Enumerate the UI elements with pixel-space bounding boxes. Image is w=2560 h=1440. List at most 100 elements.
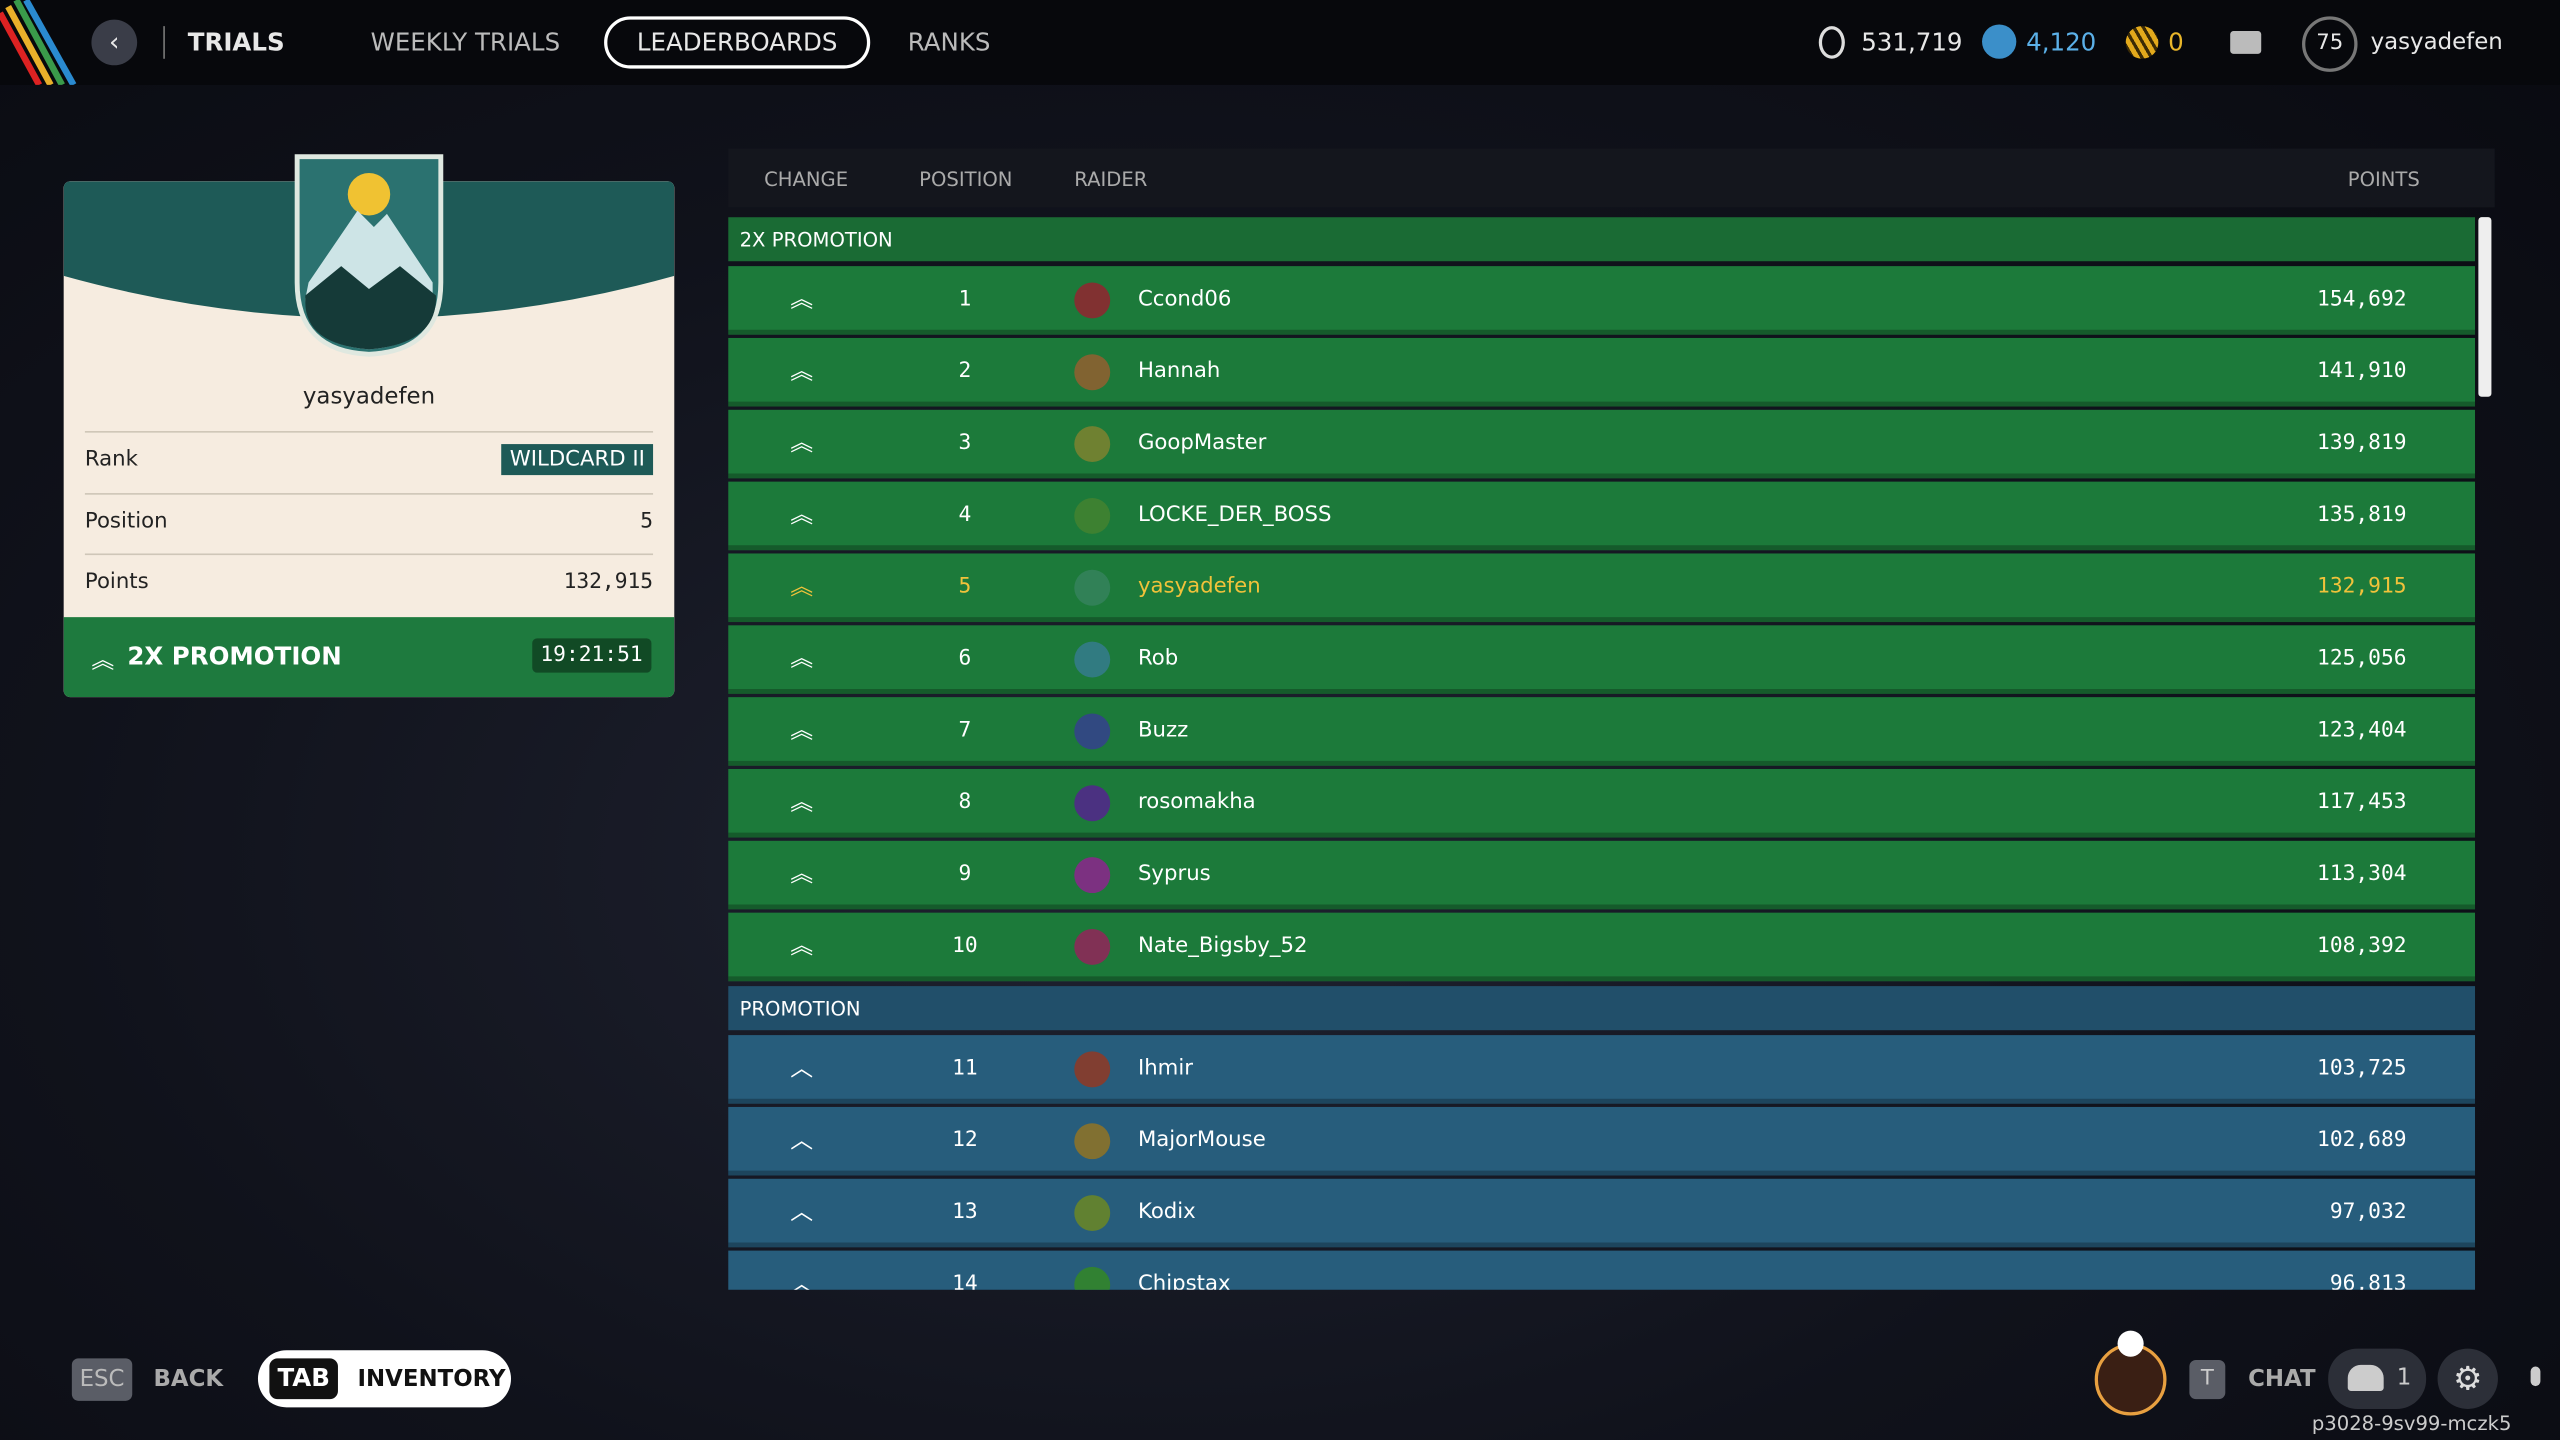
points: 132,915: [2317, 574, 2407, 600]
nav-tab[interactable]: TRIALS: [187, 27, 285, 58]
section-title: 2X PROMOTION: [739, 228, 893, 252]
change-icon: ︽: [790, 933, 814, 960]
avatar: [1074, 282, 1111, 319]
nav-tab[interactable]: WEEKLY TRIALS: [370, 27, 561, 58]
change-icon: ︽: [790, 574, 814, 601]
token-icon: [1982, 24, 2017, 59]
position: 3: [958, 431, 972, 456]
points: 139,819: [2317, 431, 2407, 456]
avatar: [1074, 857, 1111, 894]
change-icon: ︽: [790, 646, 814, 673]
tier-timer: 19:21:51: [532, 638, 651, 673]
points: 141,910: [2317, 359, 2407, 384]
position: 14: [952, 1271, 978, 1290]
username[interactable]: yasyadefen: [2370, 29, 2503, 56]
friends-count: 1: [2396, 1364, 2412, 1392]
position: 8: [958, 790, 972, 815]
avatar: [1074, 569, 1111, 606]
stat-label: Points: [84, 569, 149, 595]
raider-name: GoopMaster: [1137, 431, 1267, 456]
key-hint: TAB: [269, 1358, 338, 1400]
leaderboard-row: ︽ 2 Hannah 141,910: [728, 337, 2476, 407]
nav-tab-active[interactable]: LEADERBOARDS: [604, 16, 871, 69]
leaderboard-row: ︿ 12 MajorMouse 102,689: [728, 1106, 2476, 1176]
leaderboard-row: ︽ 7 Buzz 123,404: [728, 697, 2476, 766]
leaderboard-row: ︿ 11 Ihmir 103,725: [728, 1035, 2476, 1104]
position: 7: [958, 718, 972, 743]
raider-name: rosomakha: [1137, 790, 1256, 815]
position: 13: [952, 1199, 978, 1225]
avatar: [1074, 641, 1111, 678]
raider-name: Rob: [1137, 646, 1179, 672]
friends-icon: [2347, 1364, 2384, 1392]
position: 12: [952, 1128, 978, 1153]
stat-label: Position: [84, 508, 168, 534]
back-button[interactable]: ‹: [91, 19, 138, 66]
inventory-button[interactable]: TAB INVENTORY: [257, 1350, 512, 1408]
position: 9: [958, 862, 972, 887]
back-label[interactable]: BACK: [153, 1366, 224, 1393]
rank-badge: [294, 154, 444, 357]
raider-name: Syprus: [1137, 862, 1211, 887]
position: 5: [958, 574, 972, 600]
raider-name: Buzz: [1137, 718, 1189, 743]
position: 2: [958, 359, 972, 384]
stat-value: 132,915: [563, 569, 654, 595]
avatar: [1074, 785, 1111, 822]
leaderboard-row: ︽ 1 Ccond06 154,692: [728, 266, 2476, 335]
change-icon: ︽: [790, 287, 814, 314]
change-icon: ︽: [790, 718, 814, 745]
position: 10: [952, 933, 978, 959]
scrollbar[interactable]: [2478, 217, 2492, 397]
avatar: [1074, 1195, 1111, 1232]
column-header: RAIDER: [1074, 168, 1148, 192]
avatar: [1074, 1123, 1111, 1160]
stat-value: WILDCARD II: [501, 444, 654, 476]
friends-button[interactable]: 1: [2328, 1348, 2427, 1409]
change-icon: ︽: [790, 431, 814, 458]
section-header: [728, 217, 2476, 262]
raider-name: Hannah: [1137, 359, 1221, 384]
change-icon: ︿: [790, 1056, 814, 1083]
key-hint: ESC: [71, 1358, 133, 1401]
leaderboard-row: ︽ 5 yasyadefen 132,915: [728, 553, 2476, 623]
raider-name: Ihmir: [1137, 1056, 1193, 1081]
coin-icon: [1818, 26, 1845, 59]
settings-button[interactable]: ⚙: [2437, 1348, 2498, 1409]
avatar: [1074, 354, 1111, 391]
points: 97,032: [2329, 1199, 2407, 1225]
leaderboard-row: ︽ 9 Syprus 113,304: [728, 840, 2476, 910]
points: 108,392: [2317, 933, 2407, 959]
nav-tab[interactable]: RANKS: [907, 27, 991, 58]
position: 4: [958, 502, 972, 528]
points: 125,056: [2317, 646, 2407, 672]
chat-label[interactable]: CHAT: [2248, 1366, 2316, 1393]
points: 123,404: [2317, 718, 2407, 743]
key-hint: T: [2189, 1359, 2226, 1400]
leaderboard-row: ︽ 3 GoopMaster 139,819: [728, 409, 2476, 479]
stat-value: 5: [640, 508, 654, 534]
leaderboard-row: ︽ 10 Nate_Bigsby_52 108,392: [728, 912, 2476, 982]
mail-icon[interactable]: [2230, 31, 2262, 54]
table-header: CHANGE POSITION RAIDER POINTS: [728, 148, 2495, 208]
change-icon: ︽: [790, 502, 814, 529]
points: 113,304: [2317, 862, 2407, 887]
avatar: [1074, 928, 1111, 965]
position: 11: [952, 1056, 978, 1081]
points: 103,725: [2317, 1056, 2407, 1081]
crown-icon: [2117, 1330, 2144, 1357]
avatar: [1074, 713, 1111, 750]
raider-name: Nate_Bigsby_52: [1137, 933, 1308, 959]
column-header: POINTS: [2347, 168, 2420, 192]
tickets: 0: [2168, 27, 2184, 58]
inventory-label: INVENTORY: [357, 1366, 506, 1393]
change-icon: ︿: [790, 1128, 814, 1155]
raider-name: Chipstax: [1137, 1271, 1231, 1290]
avatar: [1074, 1266, 1111, 1290]
mic-icon[interactable]: [2530, 1366, 2541, 1387]
profile-name: yasyadefen: [302, 383, 436, 410]
session-id: p3028-9sv99-mczk5: [2311, 1412, 2512, 1436]
column-header: CHANGE: [764, 168, 849, 192]
ticket-icon: [2125, 26, 2159, 59]
